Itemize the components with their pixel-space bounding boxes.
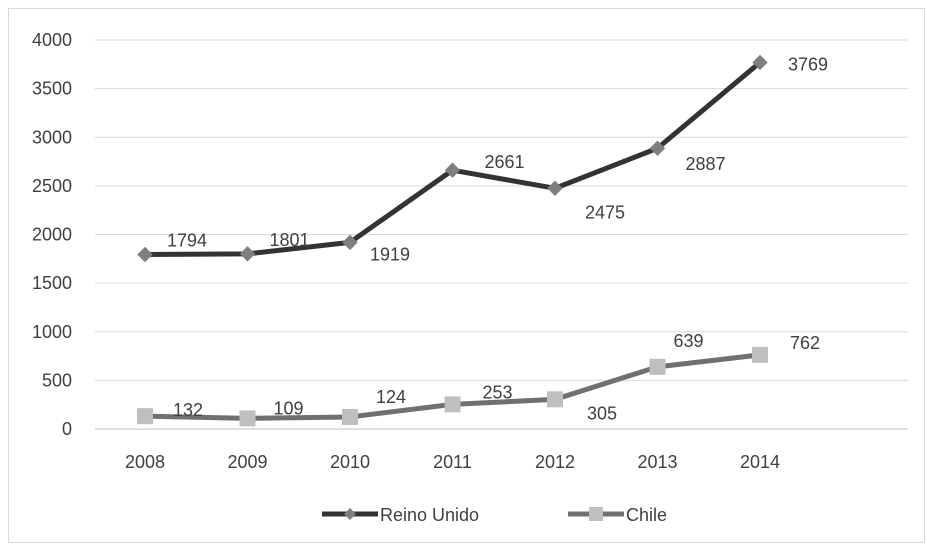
series-markers (137, 54, 768, 427)
data-point-marker (649, 358, 666, 375)
data-label: 2661 (485, 152, 525, 172)
data-label: 132 (173, 400, 203, 420)
y-tick-label: 3000 (32, 127, 72, 147)
chart-frame (8, 8, 925, 543)
data-point-marker (547, 391, 563, 408)
data-label: 109 (274, 398, 304, 418)
y-tick-label: 1000 (32, 322, 72, 342)
legend-label: Reino Unido (380, 505, 479, 525)
x-tick-label: 2009 (227, 452, 267, 472)
data-label: 762 (790, 333, 820, 353)
data-label: 1794 (167, 231, 207, 251)
data-point-marker (137, 246, 153, 263)
data-label: 253 (483, 382, 513, 402)
y-tick-label: 4000 (32, 30, 72, 50)
data-label: 2475 (585, 202, 625, 222)
x-tick-label: 2013 (637, 452, 677, 472)
data-labels: 1794 1801 1919 2661 2475 2887 3769 132 109 124 253… (167, 54, 828, 423)
data-label: 639 (674, 331, 704, 351)
y-tick-label: 2000 (32, 225, 72, 245)
data-point-marker (444, 162, 461, 178)
legend-marker (344, 508, 356, 520)
data-label: 2887 (686, 154, 726, 174)
data-point-marker (342, 234, 358, 251)
data-label: 124 (376, 387, 406, 407)
y-tick-label: 2500 (32, 176, 72, 196)
data-point-marker (547, 180, 563, 197)
data-label: 1801 (270, 230, 310, 250)
gridlines (95, 39, 908, 430)
x-axis-ticks: 2008 2009 2010 2011 2012 2013 2014 (125, 452, 780, 472)
data-point-marker (752, 54, 768, 71)
y-tick-label: 500 (42, 370, 72, 390)
data-point-marker (649, 140, 666, 156)
legend-label: Chile (626, 505, 667, 525)
data-point-marker (239, 410, 256, 427)
series-line (142, 59, 763, 258)
data-label: 305 (587, 403, 617, 423)
legend-marker (589, 507, 603, 521)
x-tick-label: 2010 (330, 452, 370, 472)
y-axis-ticks: 0 500 1000 1500 2000 2500 3000 3500 4000 (32, 30, 72, 439)
data-point-marker (752, 346, 768, 363)
x-tick-label: 2014 (740, 452, 780, 472)
x-tick-label: 2012 (535, 452, 575, 472)
legend: Reino Unido Chile (322, 505, 667, 525)
y-tick-label: 1500 (32, 273, 72, 293)
data-point-marker (239, 246, 256, 262)
series-lines (142, 59, 763, 421)
data-point-marker (137, 408, 153, 425)
data-point-marker (342, 408, 358, 425)
x-tick-label: 2008 (125, 452, 165, 472)
y-tick-label: 0 (62, 419, 72, 439)
y-tick-label: 3500 (32, 79, 72, 99)
data-label: 3769 (788, 54, 828, 74)
data-point-marker (444, 396, 461, 413)
x-tick-label: 2011 (433, 452, 472, 472)
data-label: 1919 (370, 244, 410, 264)
